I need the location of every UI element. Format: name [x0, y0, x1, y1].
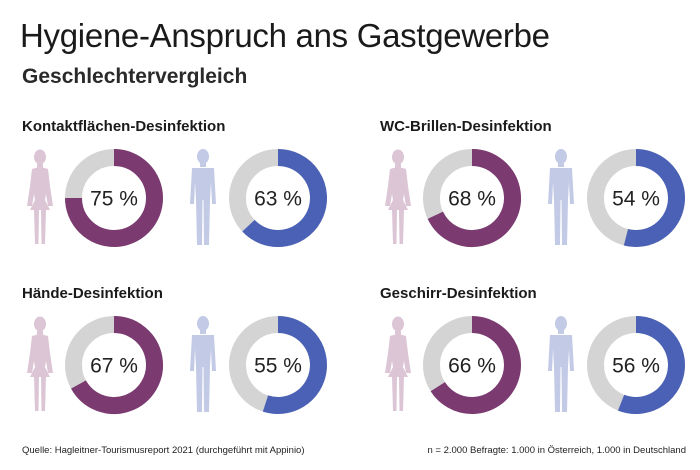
woman-silhouette-icon: [20, 315, 60, 415]
panel-title: Hände-Desinfektion: [22, 285, 163, 302]
panel-title: Geschirr-Desinfektion: [380, 285, 537, 302]
man-silhouette-icon: [183, 315, 223, 415]
male-value-label: 54 %: [612, 188, 660, 211]
panel-title: WC-Brillen-Desinfektion: [380, 118, 552, 135]
man-silhouette-icon: [183, 148, 223, 248]
chart-subtitle: Geschlechtervergleich: [22, 65, 248, 88]
male-donut: 63 %: [229, 149, 327, 247]
male-value-label: 63 %: [254, 188, 302, 211]
female-donut: 67 %: [65, 316, 163, 414]
female-donut: 75 %: [65, 149, 163, 247]
female-value-arc: [71, 316, 163, 414]
woman-silhouette-icon: [378, 315, 418, 415]
man-silhouette-icon: [541, 148, 581, 248]
woman-silhouette-icon: [20, 148, 60, 248]
female-value-arc: [65, 149, 163, 247]
man-silhouette-icon: [541, 315, 581, 415]
female-value-label: 66 %: [448, 355, 496, 378]
male-donut: 54 %: [587, 149, 685, 247]
female-value-arc: [430, 316, 521, 414]
male-value-arc: [262, 316, 327, 414]
female-donut: 66 %: [423, 316, 521, 414]
male-value-arc: [617, 316, 685, 414]
source-note: Quelle: Hagleitner-Tourismusreport 2021 …: [22, 445, 305, 456]
female-value-label: 67 %: [90, 355, 138, 378]
panel-title: Kontaktflächen-Desinfektion: [22, 118, 226, 135]
male-donut: 56 %: [587, 316, 685, 414]
sample-note: n = 2.000 Befragte: 1.000 in Österreich,…: [427, 445, 686, 456]
female-value-label: 68 %: [448, 188, 496, 211]
female-value-label: 75 %: [90, 188, 138, 211]
woman-silhouette-icon: [378, 148, 418, 248]
male-value-arc: [242, 149, 327, 247]
female-value-arc: [427, 149, 521, 247]
male-value-arc: [623, 149, 685, 247]
male-value-label: 55 %: [254, 355, 302, 378]
male-value-label: 56 %: [612, 355, 660, 378]
chart-title: Hygiene-Anspruch ans Gastgewerbe: [20, 17, 550, 54]
female-donut: 68 %: [423, 149, 521, 247]
male-donut: 55 %: [229, 316, 327, 414]
